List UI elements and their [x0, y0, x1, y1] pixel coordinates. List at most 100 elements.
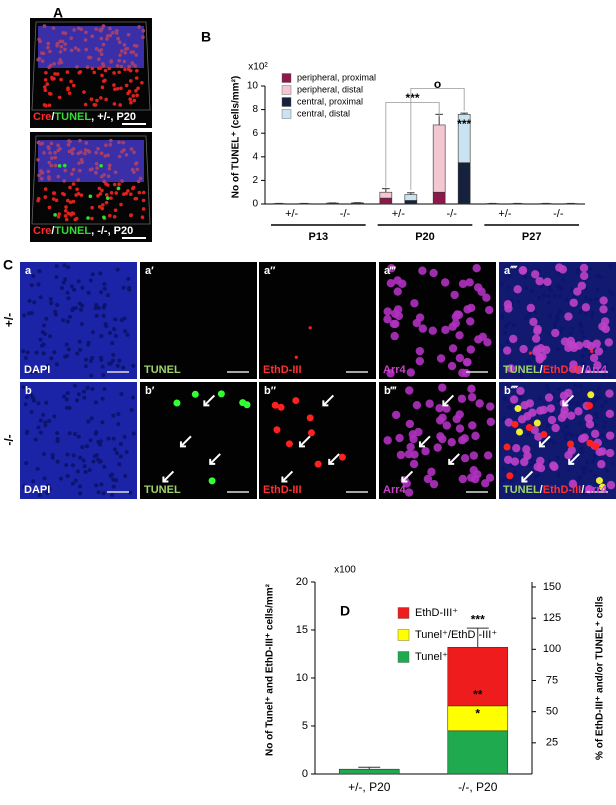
nucleus	[99, 334, 103, 338]
nucleus	[102, 314, 106, 318]
nucleus	[73, 432, 77, 436]
nucleus	[48, 50, 52, 54]
nucleus	[119, 86, 123, 90]
nucleus	[593, 454, 597, 458]
legend-label: central, proximal	[297, 96, 363, 106]
nucleus	[53, 156, 57, 160]
nucleus	[137, 25, 141, 29]
nucleus	[96, 440, 100, 444]
tunel-cell	[53, 213, 57, 217]
nucleus	[71, 306, 75, 310]
ethd-cell	[512, 421, 519, 428]
ethd-cell	[590, 350, 593, 353]
arr4-cell	[465, 278, 473, 286]
nucleus	[59, 477, 63, 481]
arr4-cell	[391, 310, 399, 318]
bar-segment	[405, 200, 417, 204]
nucleus	[66, 296, 70, 300]
arr4-cell	[456, 410, 464, 418]
nucleus	[564, 437, 568, 441]
label-part: TUNEL	[144, 484, 181, 496]
y2-tick-label: 100	[543, 643, 561, 655]
nucleus	[80, 286, 84, 290]
nucleus	[504, 324, 508, 328]
nucleus	[68, 315, 72, 319]
nucleus	[114, 334, 118, 338]
nucleus	[63, 42, 67, 46]
arr4-cell	[397, 451, 405, 459]
significance-label: ***	[457, 117, 471, 131]
nucleus	[120, 49, 124, 53]
nucleus	[601, 425, 605, 429]
nucleus	[73, 384, 77, 388]
arr4-cell	[570, 344, 578, 352]
nucleus	[530, 289, 534, 293]
y2-tick-label: 150	[543, 581, 561, 593]
nucleus	[90, 97, 94, 101]
nucleus	[102, 173, 106, 177]
nucleus	[37, 401, 41, 405]
arr4-cell	[533, 327, 541, 335]
nucleus	[111, 359, 115, 363]
nucleus	[122, 286, 126, 290]
tunel-cell	[106, 196, 110, 200]
nucleus	[90, 34, 94, 38]
nucleus	[119, 442, 123, 446]
nucleus	[100, 207, 104, 211]
nucleus	[72, 28, 76, 32]
nucleus	[556, 317, 560, 321]
nucleus	[43, 423, 47, 427]
nucleus	[610, 462, 614, 466]
label-part: EthD-III	[543, 484, 582, 496]
nucleus	[138, 191, 142, 195]
nucleus	[120, 318, 124, 322]
y2-tick-label: 125	[543, 612, 561, 624]
nucleus	[78, 302, 82, 306]
nucleus	[48, 92, 52, 96]
nucleus	[97, 66, 101, 70]
nucleus	[59, 58, 63, 62]
nucleus	[133, 44, 137, 48]
nucleus	[106, 183, 110, 187]
significance-bracket	[386, 103, 439, 188]
nucleus	[73, 218, 77, 222]
arr4-cell	[487, 418, 495, 426]
nucleus	[57, 175, 61, 179]
nucleus	[74, 46, 78, 50]
bar-segment	[380, 192, 392, 198]
nucleus	[560, 326, 564, 330]
nucleus	[84, 103, 88, 107]
nucleus	[126, 189, 130, 193]
nucleus	[117, 462, 121, 466]
nucleus	[125, 84, 129, 88]
nucleus	[529, 463, 533, 467]
arr4-cell	[441, 278, 449, 286]
nucleus	[129, 214, 133, 218]
nucleus	[546, 388, 550, 392]
label-part: Arr4	[584, 364, 608, 376]
arr4-cell	[512, 444, 520, 452]
nucleus	[109, 474, 113, 478]
nucleus	[37, 174, 41, 178]
nucleus	[577, 401, 581, 405]
scale-label: x100	[334, 565, 356, 576]
nucleus	[77, 279, 81, 283]
bar-segment	[380, 198, 392, 204]
nucleus	[90, 387, 94, 391]
nucleus	[556, 399, 560, 403]
arr4-cell	[475, 399, 483, 407]
ethd-cell	[504, 443, 511, 450]
arr4-cell	[395, 434, 403, 442]
micrograph	[259, 262, 376, 379]
nucleus	[129, 50, 133, 54]
nucleus	[590, 311, 594, 315]
nucleus	[578, 322, 582, 326]
nucleus	[70, 148, 74, 152]
nucleus	[108, 214, 112, 218]
nucleus	[112, 71, 116, 75]
tile-letter: b″	[264, 385, 277, 397]
y-tick-label: 4	[252, 151, 258, 162]
nucleus	[110, 493, 114, 497]
image-label: Arr4	[383, 364, 407, 376]
